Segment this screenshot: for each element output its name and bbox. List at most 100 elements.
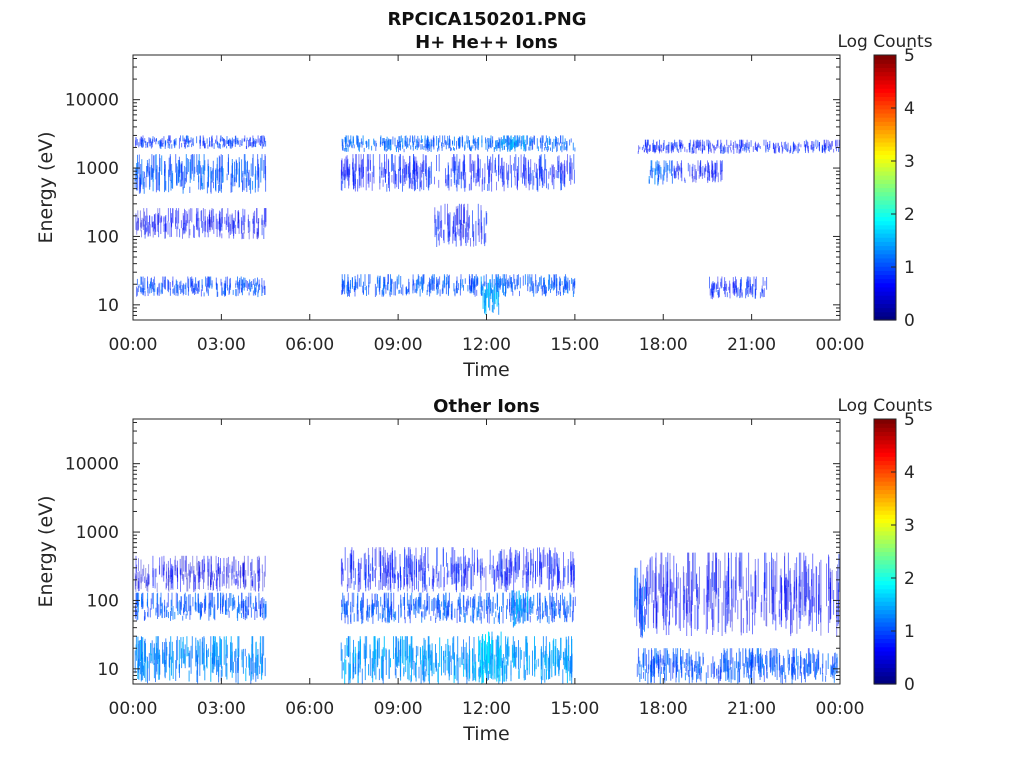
data-streak [641, 146, 643, 151]
data-streak [825, 146, 827, 150]
data-streak [480, 596, 482, 608]
data-streak [414, 177, 415, 192]
data-streak [415, 645, 417, 658]
data-streak [238, 219, 240, 234]
data-streak [435, 617, 437, 623]
data-streak [485, 634, 486, 660]
data-streak [714, 170, 716, 174]
data-streak [252, 218, 254, 224]
data-streak [393, 614, 395, 622]
data-streak [248, 140, 249, 148]
data-streak [647, 593, 649, 629]
data-streak [683, 572, 685, 592]
data-streak [438, 140, 440, 149]
x-tick-label: 21:00 [727, 699, 776, 719]
data-streak [750, 574, 752, 597]
data-streak [543, 282, 545, 295]
data-streak [505, 274, 507, 285]
data-streak [569, 608, 571, 618]
data-streak [226, 173, 228, 181]
data-streak [263, 135, 265, 142]
data-streak [211, 210, 212, 228]
data-streak [513, 566, 515, 593]
data-streak [711, 170, 713, 178]
data-streak [410, 604, 412, 611]
data-streak [196, 555, 198, 571]
data-streak [252, 279, 254, 285]
data-streak [689, 561, 691, 613]
data-streak [532, 650, 533, 676]
data-streak [166, 563, 168, 579]
data-streak [775, 648, 777, 664]
data-streak [137, 217, 139, 231]
data-streak [237, 288, 239, 296]
data-streak [688, 552, 690, 595]
data-streak [154, 283, 156, 292]
data-streak [169, 135, 171, 144]
data-streak [508, 164, 510, 181]
data-streak [159, 171, 160, 192]
data-streak [564, 566, 566, 578]
data-streak [238, 636, 240, 657]
x-tick-label: 21:00 [727, 335, 776, 355]
colorbar-segment [874, 129, 896, 135]
data-streak [817, 649, 819, 671]
data-streak [396, 636, 397, 667]
data-streak [347, 143, 349, 147]
data-streak [208, 558, 210, 577]
data-streak [535, 659, 537, 670]
data-streak [756, 145, 758, 152]
data-streak [508, 281, 510, 287]
data-streak [197, 571, 199, 589]
data-streak [235, 137, 237, 145]
data-streak [511, 644, 513, 663]
data-streak [558, 569, 559, 589]
data-streak [244, 135, 246, 142]
data-streak [359, 641, 361, 668]
data-streak [394, 550, 396, 578]
data-streak [782, 655, 784, 673]
data-streak [517, 274, 519, 286]
data-streak [740, 279, 742, 291]
data-streak [536, 284, 538, 294]
data-streak [771, 657, 773, 676]
data-streak [763, 288, 765, 297]
data-streak [241, 279, 243, 287]
data-streak [649, 664, 651, 673]
data-streak [177, 601, 179, 616]
data-streak [195, 637, 197, 667]
data-streak [259, 283, 261, 290]
data-streak [153, 214, 155, 228]
data-streak [447, 135, 449, 146]
data-streak [800, 651, 802, 674]
data-streak [140, 136, 142, 142]
data-streak [150, 598, 152, 610]
data-streak [423, 660, 425, 683]
data-streak [252, 221, 254, 239]
data-streak [222, 605, 223, 613]
data-streak [514, 616, 516, 626]
data-streak [731, 648, 733, 664]
data-streak [755, 654, 757, 667]
data-streak [573, 558, 575, 577]
data-streak [345, 601, 347, 615]
data-streak [220, 669, 222, 681]
data-streak [740, 139, 742, 147]
data-streak [541, 285, 543, 296]
data-streak [677, 648, 679, 663]
data-streak [498, 137, 500, 149]
data-streak [450, 147, 452, 151]
data-streak [347, 592, 349, 606]
data-streak [135, 576, 137, 586]
data-streak [726, 651, 728, 672]
data-streak [525, 571, 527, 592]
data-streak [196, 670, 198, 683]
data-streak [349, 636, 351, 656]
data-streak [565, 636, 567, 657]
data-streak [223, 566, 225, 586]
data-streak [498, 285, 500, 297]
data-streak [157, 636, 159, 659]
data-streak [254, 228, 256, 235]
data-streak [555, 608, 557, 617]
data-streak [484, 300, 485, 314]
